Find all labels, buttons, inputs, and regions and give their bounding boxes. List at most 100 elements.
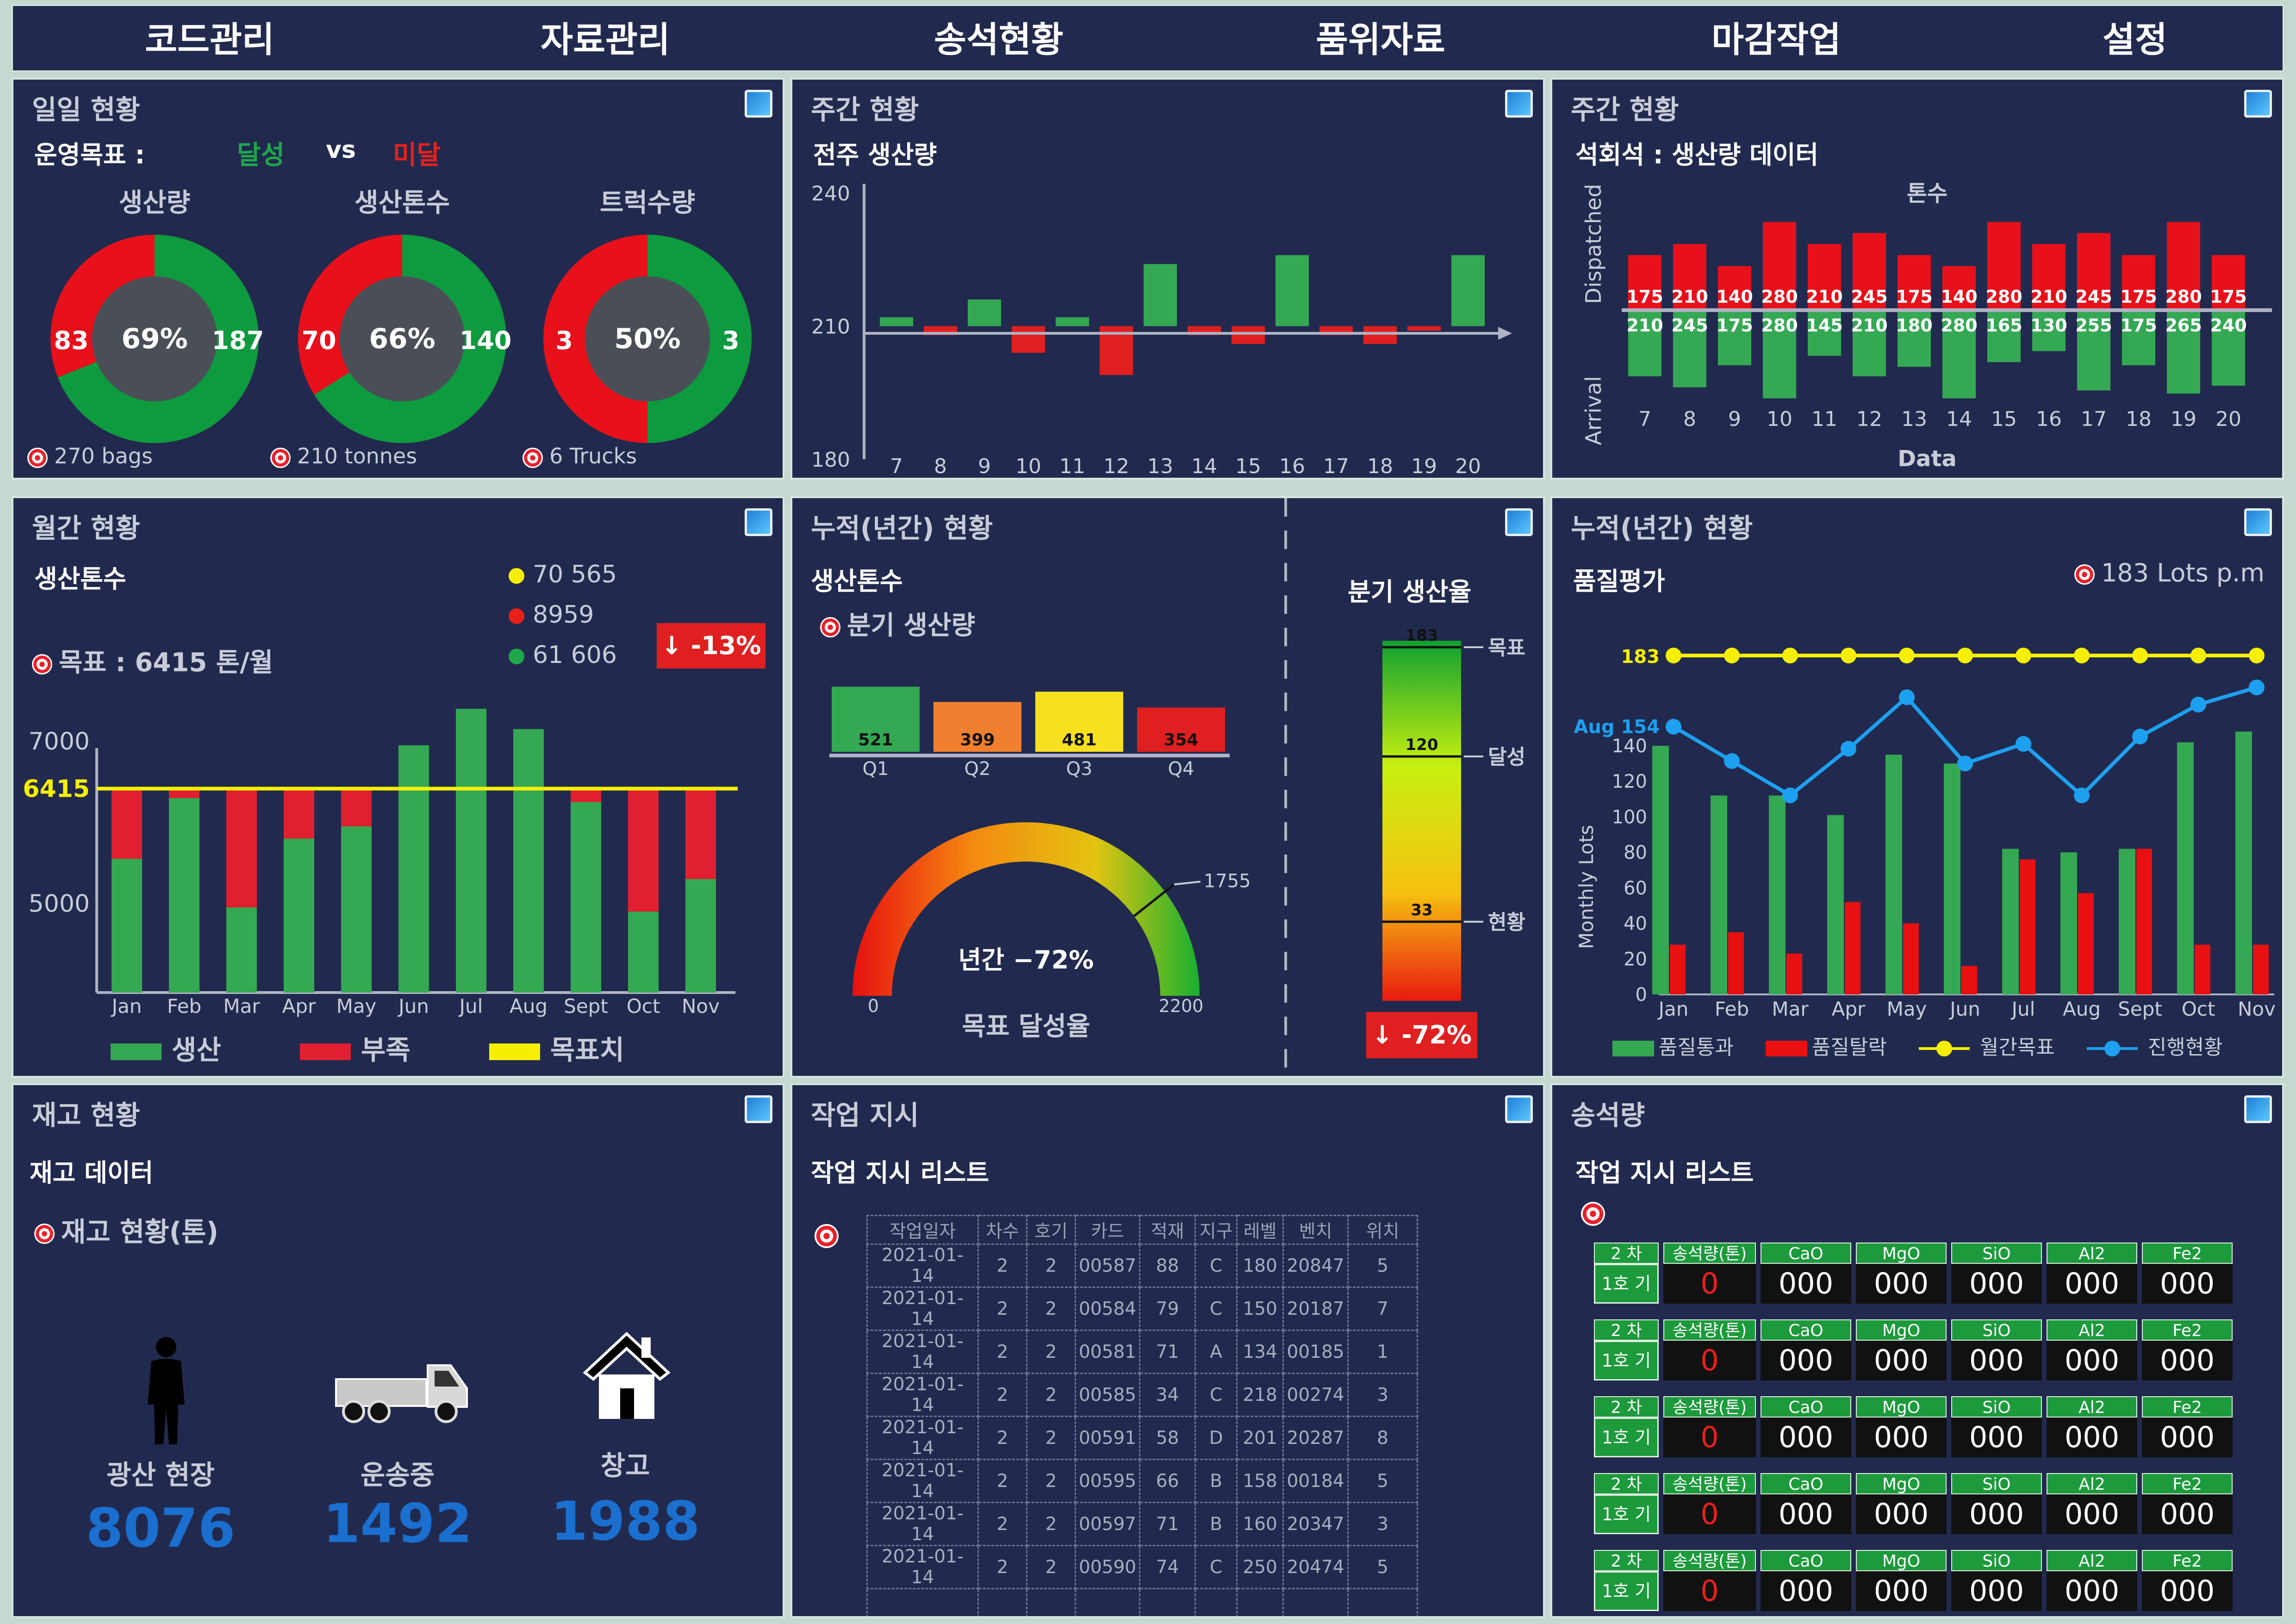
send-header-cell: 2 차	[1594, 1243, 1659, 1264]
arrival-bar	[1718, 310, 1751, 365]
goal-point	[1841, 648, 1856, 663]
y-axis-label: Monthly Lots	[1575, 825, 1598, 949]
row-label: 1호 기	[1594, 1418, 1659, 1457]
table-row[interactable]: 2021-01-14 2 2 00591 58 D 201 20287 8	[866, 1416, 1419, 1460]
goal-label: 운영목표 :	[34, 140, 145, 169]
arrival-bar	[1763, 310, 1796, 399]
dispatched-value: 210	[1671, 287, 1708, 307]
production-bar	[284, 838, 314, 993]
dispatched-bar	[1942, 266, 1976, 310]
expand-icon[interactable]	[2244, 90, 2272, 118]
arrival-bar	[2122, 310, 2155, 365]
dispatched-bar	[2122, 255, 2155, 310]
send-block: 2 차 송석량(톤) CaO MgO SiO Al2 Fe2 1호 기 0 000 000 000 00…	[1594, 1319, 2265, 1380]
send-header-cell: SiO	[1951, 1473, 2042, 1494]
nav-closing[interactable]: 마감작업	[1711, 19, 1841, 60]
quarter-label: Q1	[863, 758, 889, 780]
arrival-value: 280	[1941, 315, 1977, 336]
y-tick-label: 210	[811, 315, 850, 339]
nav-code[interactable]: 코드관리	[145, 19, 274, 60]
expand-icon[interactable]	[745, 1095, 772, 1123]
shortfall-bar	[685, 788, 716, 879]
expand-icon[interactable]	[2244, 508, 2272, 536]
panel-title: 작업 지시	[811, 1099, 919, 1131]
table-cell: 180	[1236, 1243, 1284, 1288]
nav-settings[interactable]: 설정	[2103, 19, 2167, 60]
x-tick-label: 18	[2126, 407, 2152, 431]
production-bar	[226, 907, 257, 993]
column-header[interactable]: 작업일자	[866, 1215, 979, 1245]
table-row[interactable]: 2021-01-14 2 2 00585 34 C 218 00274 3	[866, 1373, 1419, 1417]
target-tick-label: 6415	[23, 775, 90, 803]
panel-subtitle: 전주 생산량	[813, 140, 937, 169]
expand-icon[interactable]	[745, 508, 772, 536]
table-row[interactable]: 2021-01-14 2 2 00581 71 A 134 00185 1	[866, 1330, 1419, 1374]
target-value: 6 Trucks	[549, 443, 637, 468]
expand-icon[interactable]	[1505, 1095, 1533, 1123]
row-label: 1호 기	[1594, 1571, 1659, 1611]
column-header[interactable]: 벤치	[1282, 1215, 1349, 1245]
empty-cell	[1347, 1588, 1419, 1616]
quarter-label: Q4	[1168, 758, 1195, 780]
dispatched-value: 280	[1761, 287, 1798, 307]
table-row[interactable]: 2021-01-14 2 2 00595 66 B 158 00184 5	[866, 1459, 1419, 1503]
table-cell: 88	[1139, 1243, 1196, 1288]
column-header[interactable]: 차수	[977, 1215, 1027, 1245]
table-cell: C	[1195, 1287, 1238, 1331]
table-row[interactable]: 2021-01-14 2 2 00584 79 C 150 20187 7	[866, 1287, 1419, 1331]
arrival-bar	[2077, 310, 2110, 391]
arrival-value: 175	[1716, 315, 1753, 336]
x-tick-label: 13	[1901, 407, 1927, 431]
nav-grade[interactable]: 품위자료	[1316, 19, 1445, 60]
expand-icon[interactable]	[1505, 508, 1533, 536]
expand-icon[interactable]	[2244, 1095, 2272, 1123]
dispatched-bar	[1763, 222, 1796, 310]
x-tick-label: May	[1887, 998, 1927, 1020]
expand-icon[interactable]	[1505, 90, 1533, 118]
nav-send-status[interactable]: 송석현황	[934, 19, 1064, 60]
send-value: 000	[1951, 1571, 2042, 1611]
pass-bar	[1827, 815, 1844, 994]
x-tick-label: Mar	[223, 995, 260, 1018]
send-header-cell: Fe2	[2142, 1243, 2233, 1264]
x-tick-label: Feb	[1715, 998, 1749, 1020]
send-header-row: 2 차 송석량(톤) CaO MgO SiO Al2 Fe2	[1594, 1550, 2265, 1571]
target-2: 210 tonnes	[270, 443, 417, 468]
send-value: 000	[1951, 1418, 2042, 1457]
fail-bar	[2136, 849, 2152, 994]
x-tick-label: Feb	[167, 995, 201, 1018]
column-header[interactable]: 지구	[1195, 1215, 1238, 1245]
table-row[interactable]: 2021-01-14 2 2 00597 71 B 160 20347 3	[866, 1502, 1419, 1546]
table-cell: 2	[1026, 1243, 1076, 1288]
donut-title: 생산톤수	[355, 188, 450, 218]
progress-point	[1666, 718, 1681, 735]
panel-subtitle: 작업 지시 리스트	[1575, 1158, 1754, 1187]
target-icon	[32, 654, 52, 675]
column-header[interactable]: 카드	[1074, 1215, 1141, 1245]
column-header[interactable]: 호기	[1026, 1215, 1076, 1245]
shortfall-bar	[226, 788, 257, 908]
column-header[interactable]: 레벨	[1236, 1215, 1284, 1245]
dispatched-value: 280	[2165, 287, 2202, 307]
dispatched-value: 210	[1806, 287, 1842, 307]
column-header[interactable]: 위치	[1347, 1215, 1419, 1245]
empty-row	[866, 1588, 1419, 1616]
table-row[interactable]: 2021-01-14 2 2 00590 74 C 250 20474 5	[866, 1545, 1419, 1589]
panel-title: 일일 현황	[32, 94, 140, 125]
column-header[interactable]: 적재	[1139, 1215, 1196, 1245]
nav-data[interactable]: 자료관리	[541, 19, 670, 60]
rate-mark-value: 33	[1411, 901, 1432, 919]
panel-subtitle: 생산톤수	[811, 567, 903, 596]
table-cell: 5	[1347, 1545, 1419, 1589]
send-block: 2 차 송석량(톤) CaO MgO SiO Al2 Fe2 1호 기 0 000 000 000 00…	[1594, 1396, 2265, 1457]
fail-bar	[1728, 932, 1744, 994]
send-header-row: 2 차 송석량(톤) CaO MgO SiO Al2 Fe2	[1594, 1243, 2265, 1264]
send-header-cell: 송석량(톤)	[1663, 1473, 1756, 1494]
send-header-cell: MgO	[1856, 1396, 1947, 1418]
production-bar	[456, 709, 486, 993]
panel-subtitle: 재고 데이터	[30, 1158, 154, 1187]
dispatched-value: 140	[1941, 287, 1977, 307]
table-cell: 2021-01-14	[866, 1545, 979, 1589]
expand-icon[interactable]	[745, 90, 772, 118]
table-row[interactable]: 2021-01-14 2 2 00587 88 C 180 20847 5	[866, 1243, 1419, 1288]
